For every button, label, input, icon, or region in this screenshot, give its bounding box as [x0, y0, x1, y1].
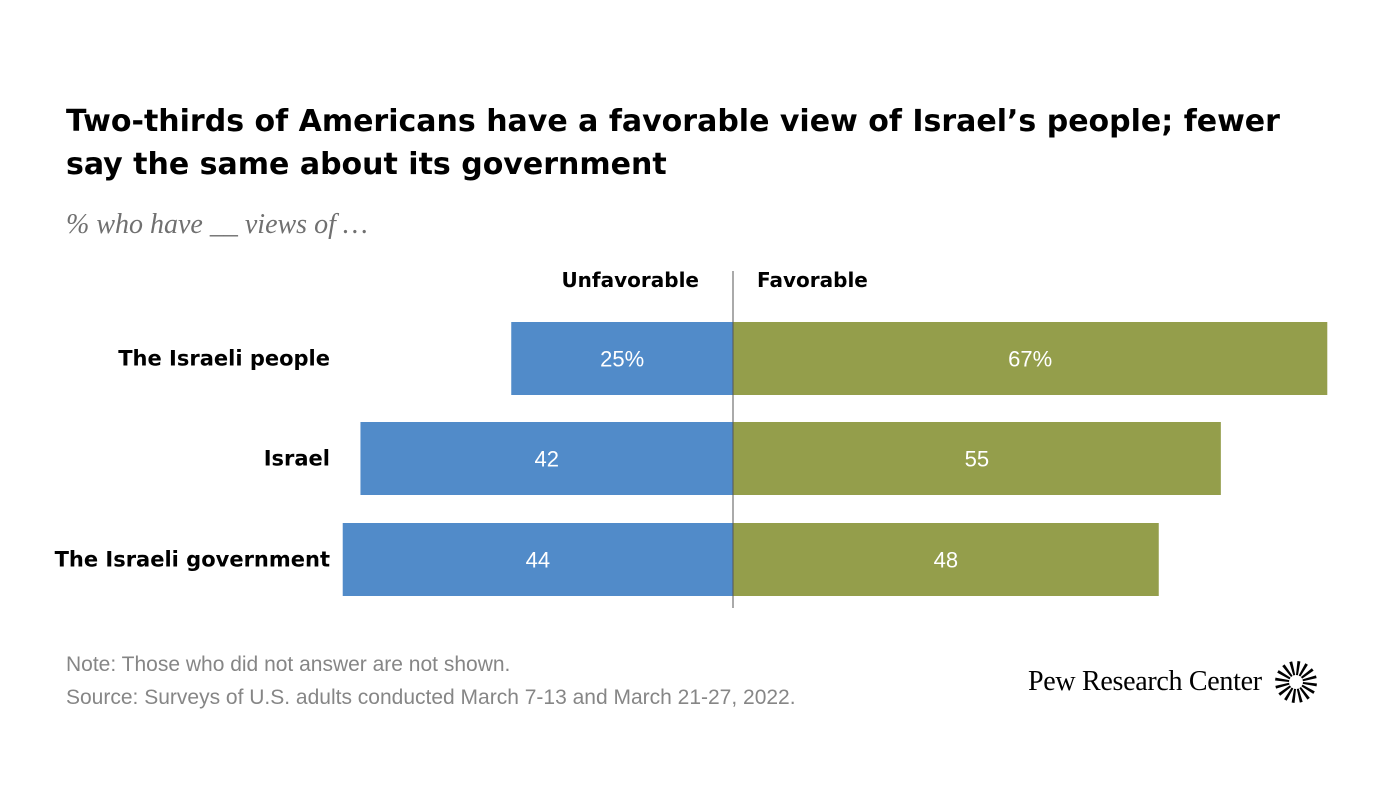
source-text: Source: Surveys of U.S. adults conducted…: [66, 686, 796, 709]
legend-favorable: Favorable: [757, 268, 868, 292]
bar-favorable: [733, 422, 1221, 495]
pew-sunburst-logo-icon: [1274, 661, 1317, 703]
chart-title: Two-thirds of Americans have a favorable…: [66, 104, 1280, 182]
bar-label-favorable: 48: [934, 548, 958, 573]
brand-logo: Pew Research Center: [1028, 660, 1318, 704]
bar-label-favorable: 55: [965, 447, 989, 472]
bar-label-unfavorable: 25%: [600, 347, 644, 372]
category-label: Israel: [264, 447, 330, 471]
bar-unfavorable: [360, 422, 733, 495]
footnotes: Note: Those who did not answer are not s…: [66, 648, 796, 714]
chart-subtitle: % who have __ views of …: [66, 209, 368, 240]
bar-unfavorable: [342, 523, 733, 596]
category-label: The Israeli people: [118, 347, 330, 371]
bar-favorable: [733, 322, 1328, 395]
note-text: Note: Those who did not answer are not s…: [66, 653, 511, 676]
bar-favorable: [733, 523, 1159, 596]
bar-label-favorable: 67%: [1008, 347, 1052, 372]
bar-label-unfavorable: 42: [534, 447, 558, 472]
legend-unfavorable: Unfavorable: [561, 268, 699, 292]
bar-label-unfavorable: 44: [526, 548, 550, 573]
brand-name: Pew Research Center: [1028, 666, 1262, 697]
category-label: The Israeli government: [55, 548, 330, 572]
diverging-bar-chart: Unfavorable Favorable The Israeli people 25…: [55, 268, 1328, 608]
bar-unfavorable: [511, 322, 733, 395]
